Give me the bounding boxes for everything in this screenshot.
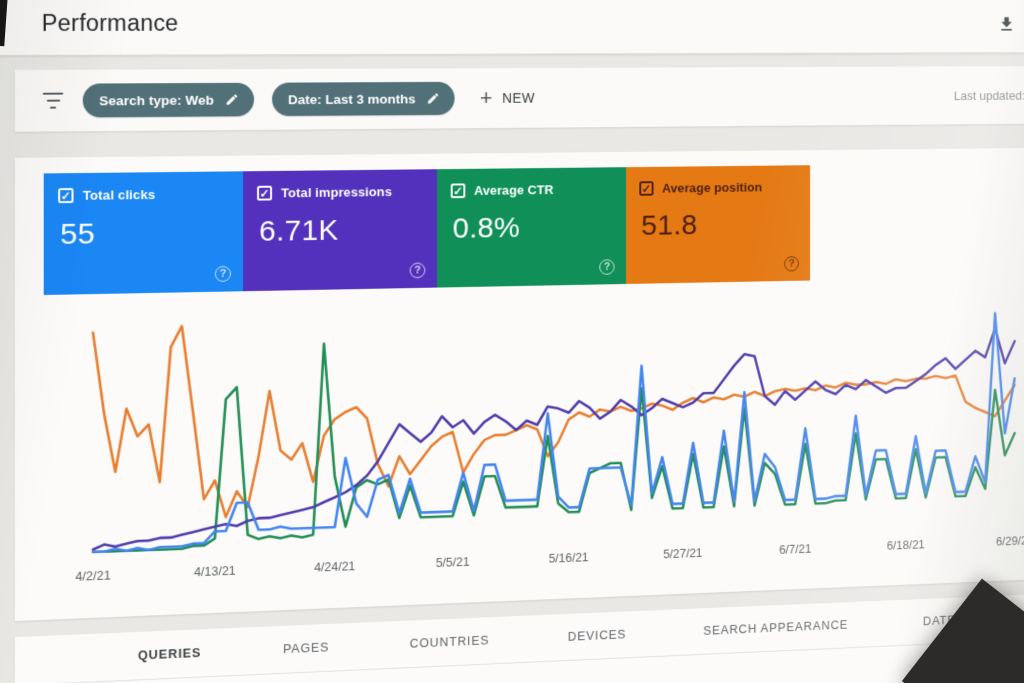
tab-devices[interactable]: DEVICES xyxy=(567,627,627,644)
help-icon[interactable]: ? xyxy=(409,262,426,279)
metric-label: Total impressions xyxy=(281,184,392,201)
plus-icon: + xyxy=(479,85,493,110)
metric-value: 55 xyxy=(60,217,96,251)
help-icon[interactable]: ? xyxy=(599,259,615,275)
metric-tile-total-clicks[interactable]: ✓ Total clicks 55 ? xyxy=(43,171,244,296)
tab-queries[interactable]: QUERIES xyxy=(137,645,202,663)
tab-pages[interactable]: PAGES xyxy=(282,640,330,657)
page-title: Performance xyxy=(41,10,179,36)
checkbox-checked-icon[interactable]: ✓ xyxy=(639,181,654,196)
metric-value: 6.71K xyxy=(259,214,339,248)
edit-pencil-icon xyxy=(226,94,238,105)
performance-chart: 4/2/21 4/13/21 4/24/21 5/5/21 5/16/21 5/27/21… xyxy=(75,287,1024,584)
help-icon[interactable]: ? xyxy=(214,265,231,282)
metric-label: Average position xyxy=(662,179,763,196)
performance-chart-card: ✓ Total clicks 55 ? ✓ Total impressions … xyxy=(14,147,1024,622)
x-axis-label: 5/27/21 xyxy=(663,546,702,561)
search-type-chip-label: Search type: Web xyxy=(99,92,214,108)
metric-tile-average-position[interactable]: ✓ Average position 51.8 ? xyxy=(625,165,811,284)
chart-area: 4/2/21 4/13/21 4/24/21 5/5/21 5/16/21 5/27/21… xyxy=(73,286,1024,602)
metric-label: Average CTR xyxy=(474,182,554,198)
new-filter-label: NEW xyxy=(502,90,535,106)
page-body: Search type: Web Date: Last 3 months + N… xyxy=(0,53,1024,683)
checkbox-checked-icon[interactable]: ✓ xyxy=(58,188,74,204)
metric-tile-average-ctr[interactable]: ✓ Average CTR 0.8% ? xyxy=(437,167,626,288)
x-axis-label: 4/13/21 xyxy=(194,564,236,579)
download-icon xyxy=(1001,17,1012,31)
checkbox-checked-icon[interactable]: ✓ xyxy=(450,183,466,199)
x-axis-label: 6/18/21 xyxy=(887,538,925,553)
tab-search-appearance[interactable]: SEARCH APPEARANCE xyxy=(703,618,849,638)
checkbox-checked-icon[interactable]: ✓ xyxy=(257,185,273,201)
date-range-chip-label: Date: Last 3 months xyxy=(288,91,416,107)
filter-list-icon[interactable] xyxy=(42,92,65,109)
help-icon[interactable]: ? xyxy=(784,256,799,272)
last-updated-text: Last updated: 5 hour xyxy=(953,87,1024,103)
search-type-chip[interactable]: Search type: Web xyxy=(82,82,255,118)
app-header: Performance xyxy=(0,0,1024,56)
new-filter-button[interactable]: + NEW xyxy=(479,85,535,110)
export-download-button[interactable] xyxy=(995,12,1018,36)
metrics-row: ✓ Total clicks 55 ? ✓ Total impressions … xyxy=(43,162,1024,296)
metric-value: 0.8% xyxy=(452,211,521,245)
x-axis-label: 5/5/21 xyxy=(436,555,470,570)
edit-pencil-icon xyxy=(428,93,439,104)
metric-tile-total-impressions[interactable]: ✓ Total impressions 6.71K ? xyxy=(243,169,438,292)
x-axis-label: 6/7/21 xyxy=(779,542,811,557)
tab-countries[interactable]: COUNTRIES xyxy=(409,633,490,651)
x-axis-label: 6/29/21 xyxy=(996,534,1024,549)
metric-label: Total clicks xyxy=(82,187,156,203)
series-line-clicks xyxy=(93,313,1015,552)
filter-toolbar: Search type: Web Date: Last 3 months + N… xyxy=(14,65,1024,132)
x-axis-label: 5/16/21 xyxy=(549,551,589,566)
date-range-chip[interactable]: Date: Last 3 months xyxy=(272,81,455,117)
metric-value: 51.8 xyxy=(641,209,698,242)
series-line-position xyxy=(93,308,1015,521)
x-axis-label: 4/2/21 xyxy=(75,569,111,584)
x-axis-label: 4/24/21 xyxy=(314,559,355,574)
